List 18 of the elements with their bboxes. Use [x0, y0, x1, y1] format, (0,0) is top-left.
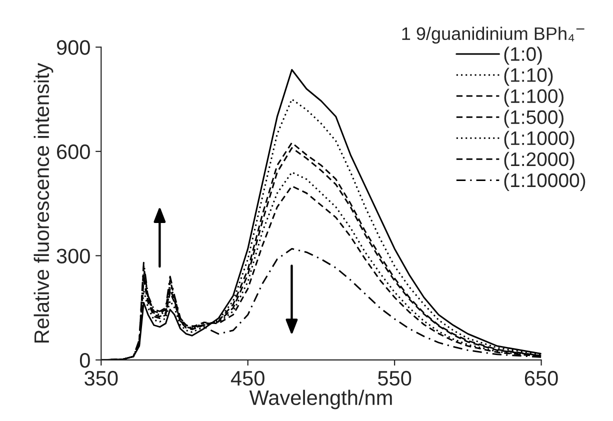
x-tick-label: 550 — [378, 370, 412, 386]
legend-label: (1:2000) — [504, 152, 574, 170]
legend-label: (1:1000) — [504, 130, 574, 149]
legend-label: (1:100) — [504, 88, 564, 107]
x-axis-title: Wavelength/nm — [249, 390, 392, 410]
x-tick-label: 350 — [84, 370, 118, 386]
y-tick-label: 300 — [56, 248, 90, 264]
y-tick-label: 600 — [57, 144, 90, 160]
legend-title: 1 9/guanidinium BPh₄$^{−}$ — [402, 26, 584, 44]
y-axis-title: Relative fluorescence intensity — [34, 62, 54, 343]
y-tick-label: 900 — [56, 40, 90, 55]
legend-label: (1:500) — [504, 110, 564, 128]
legend-label: (1:10000) — [504, 172, 586, 192]
x-tick-label: 450 — [230, 370, 264, 386]
y-tick-label: 0 — [80, 352, 90, 368]
legend-label: (1:10) — [504, 68, 553, 86]
x-tick-label: 650 — [524, 370, 558, 386]
legend-label: (1:0) — [504, 46, 542, 65]
